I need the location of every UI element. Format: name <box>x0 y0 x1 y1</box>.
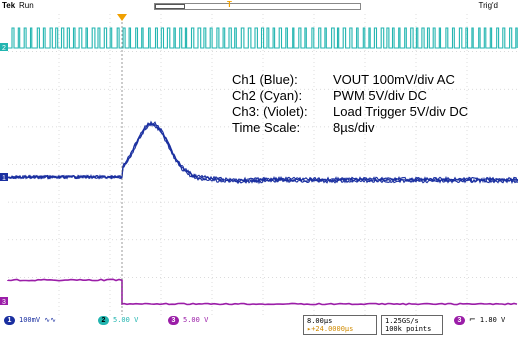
waveform-display[interactable]: 2 1 3 <box>0 14 518 315</box>
ch3-marker-label: 3 <box>2 299 6 306</box>
ch1-badge: 1 <box>4 315 15 325</box>
trigger-state-label: Trig'd <box>478 1 498 10</box>
ch3-badge: 3 <box>168 315 179 325</box>
annotation-row: Ch1 (Blue): VOUT 100mV/div AC <box>232 72 455 87</box>
annotation-row: Ch3: (Violet): Load Trigger 5V/div DC <box>232 104 469 119</box>
record-length-value: 100k points <box>385 325 432 333</box>
ch3-scale: 5.00 V <box>183 316 209 324</box>
run-state-label: Run <box>19 1 34 10</box>
trigger-position-marker: T <box>227 0 232 9</box>
ch2-ground-marker[interactable]: 2 <box>0 43 8 52</box>
ch3-readout[interactable]: 3 5.00 V <box>168 315 208 326</box>
timebase-value: 8.00µs <box>307 317 333 325</box>
ch1-waveform <box>7 123 518 185</box>
annotation-row: Time Scale: 8µs/div <box>232 120 375 135</box>
trigger-time-marker <box>117 14 127 21</box>
ch1-ground-marker[interactable]: 1 <box>0 173 8 182</box>
record-view-bar[interactable]: T <box>154 0 361 10</box>
ch2-marker-label: 2 <box>2 45 6 52</box>
annotation-row: Ch2 (Cyan): PWM 5V/div DC <box>232 88 427 103</box>
trigger-channel-badge: 3 <box>454 315 465 325</box>
ch1-marker-label: 1 <box>2 175 6 182</box>
sample-rate-value: 1.25GS/s <box>385 317 419 325</box>
acquisition-readout[interactable]: 1.25GS/s 100k points <box>381 315 443 335</box>
ch2-readout[interactable]: 2 5.00 V <box>98 315 138 326</box>
record-window-indicator <box>155 4 185 9</box>
timebase-readout[interactable]: 8.00µs ▸+24.0000µs <box>303 315 377 335</box>
trigger-readout[interactable]: 3 ⌐ 1.80 V <box>454 315 505 326</box>
channel-annotations: Ch1 (Blue): VOUT 100mV/div AC Ch2 (Cyan):… <box>232 72 468 136</box>
trigger-level-value: 1.80 V <box>479 316 506 324</box>
ch3-waveform <box>7 278 518 306</box>
status-bar: Tek Run T Trig'd <box>0 0 518 14</box>
rising-edge-icon: ⌐ <box>469 315 476 324</box>
graticule <box>8 14 518 315</box>
ch1-scale: 100mV <box>19 316 41 324</box>
ch3-load-trigger-trace <box>7 278 518 306</box>
readout-bar: 1 100mV ∿∿ 2 5.00 V 3 5.00 V 8.00µs ▸+24.00… <box>0 315 518 360</box>
ch1-readout[interactable]: 1 100mV ∿∿ <box>4 315 56 326</box>
ch2-waveform <box>8 27 518 49</box>
ch3-ground-marker[interactable]: 3 <box>0 297 8 306</box>
horizontal-position-value: ▸+24.0000µs <box>307 325 354 333</box>
ac-coupling-icon: ∿∿ <box>44 316 57 324</box>
ch2-scale: 5.00 V <box>113 316 139 324</box>
brand-label: Tek <box>2 1 16 10</box>
ch1-waveform <box>7 122 518 184</box>
ch2-badge: 2 <box>98 315 109 325</box>
ch2-pwm-trace <box>8 27 518 49</box>
ch1-vout-trace <box>7 120 518 185</box>
